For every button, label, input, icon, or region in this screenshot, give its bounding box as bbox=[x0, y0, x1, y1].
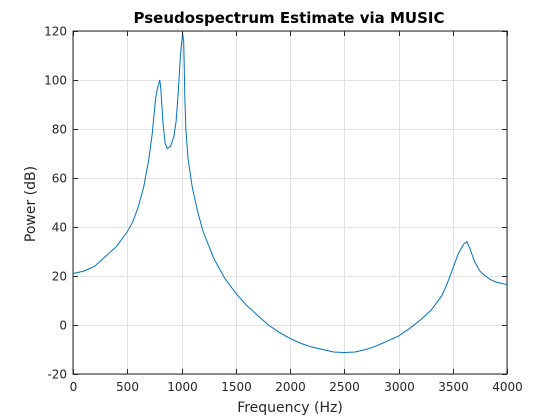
x-tick-label: 1500 bbox=[221, 380, 252, 394]
chart-title: Pseudospectrum Estimate via MUSIC bbox=[134, 9, 445, 27]
x-tick-label: 2500 bbox=[329, 380, 360, 394]
x-tick-label: 3000 bbox=[384, 380, 415, 394]
y-tick-label: 0 bbox=[59, 319, 67, 333]
y-tick-label: 60 bbox=[52, 172, 67, 186]
y-tick-label: 120 bbox=[44, 25, 67, 39]
x-tick-label: 4000 bbox=[492, 380, 523, 394]
y-axis-label: Power (dB) bbox=[23, 166, 39, 242]
x-axis-label: Frequency (Hz) bbox=[237, 400, 343, 416]
y-tick-label: 20 bbox=[52, 270, 67, 284]
y-tick-label: 80 bbox=[52, 123, 67, 137]
y-tick-label: -20 bbox=[47, 368, 67, 382]
x-axis-ticks: 0 500 1000 1500 2000 2500 3000 3500 4000 bbox=[70, 31, 523, 394]
y-tick-label: 100 bbox=[44, 74, 67, 88]
series-line bbox=[72, 33, 508, 353]
grid-lines bbox=[73, 31, 508, 375]
x-tick-label: 0 bbox=[70, 380, 78, 394]
x-tick-label: 1000 bbox=[167, 380, 198, 394]
y-tick-label: 40 bbox=[52, 221, 67, 235]
x-tick-label: 500 bbox=[116, 380, 139, 394]
x-tick-label: 2000 bbox=[275, 380, 306, 394]
x-tick-label: 3500 bbox=[438, 380, 469, 394]
y-axis-ticks: -20 0 20 40 60 80 100 120 bbox=[44, 25, 507, 382]
